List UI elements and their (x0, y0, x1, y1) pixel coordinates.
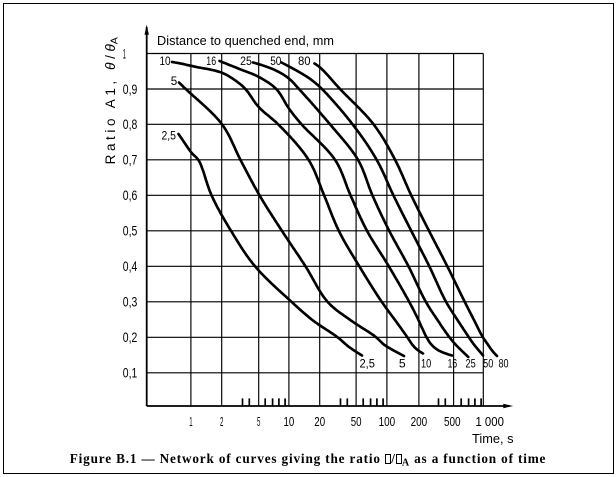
svg-text:5: 5 (257, 414, 260, 429)
svg-text:500: 500 (444, 414, 461, 429)
svg-text:100: 100 (379, 414, 396, 429)
svg-text:10: 10 (421, 358, 431, 371)
svg-text:16: 16 (206, 55, 216, 68)
svg-text:10: 10 (284, 414, 295, 429)
svg-text:5: 5 (399, 358, 406, 371)
svg-text:50: 50 (483, 358, 493, 371)
svg-text:0,2: 0,2 (123, 330, 138, 345)
svg-text:0,7: 0,7 (123, 153, 138, 168)
svg-text:10: 10 (159, 55, 170, 68)
svg-text:1: 1 (123, 46, 126, 61)
svg-text:0,4: 0,4 (123, 259, 138, 274)
svg-text:2,5: 2,5 (359, 358, 375, 371)
svg-text:25: 25 (240, 55, 252, 68)
svg-text:0,5: 0,5 (123, 224, 138, 239)
svg-text:0,9: 0,9 (123, 82, 138, 97)
svg-text:0,8: 0,8 (123, 117, 138, 132)
svg-text:Ratio A1, θ/θA: Ratio A1, θ/θA (103, 37, 121, 164)
svg-text:1 000: 1 000 (475, 414, 504, 429)
svg-text:25: 25 (466, 358, 476, 371)
svg-text:16: 16 (448, 358, 458, 371)
svg-text:5: 5 (171, 75, 178, 88)
svg-text:80: 80 (298, 55, 311, 68)
svg-text:0,1: 0,1 (123, 366, 138, 381)
svg-text:80: 80 (498, 358, 508, 371)
svg-text:50: 50 (351, 414, 362, 429)
svg-text:20: 20 (314, 414, 325, 429)
svg-text:2: 2 (220, 414, 223, 429)
svg-text:0,6: 0,6 (123, 188, 138, 203)
svg-text:0,3: 0,3 (123, 295, 138, 310)
svg-text:Time, s: Time, s (472, 431, 513, 446)
svg-text:2,5: 2,5 (161, 129, 176, 142)
svg-text:1: 1 (189, 414, 192, 429)
svg-text:50: 50 (270, 55, 281, 68)
svg-text:200: 200 (411, 414, 428, 429)
